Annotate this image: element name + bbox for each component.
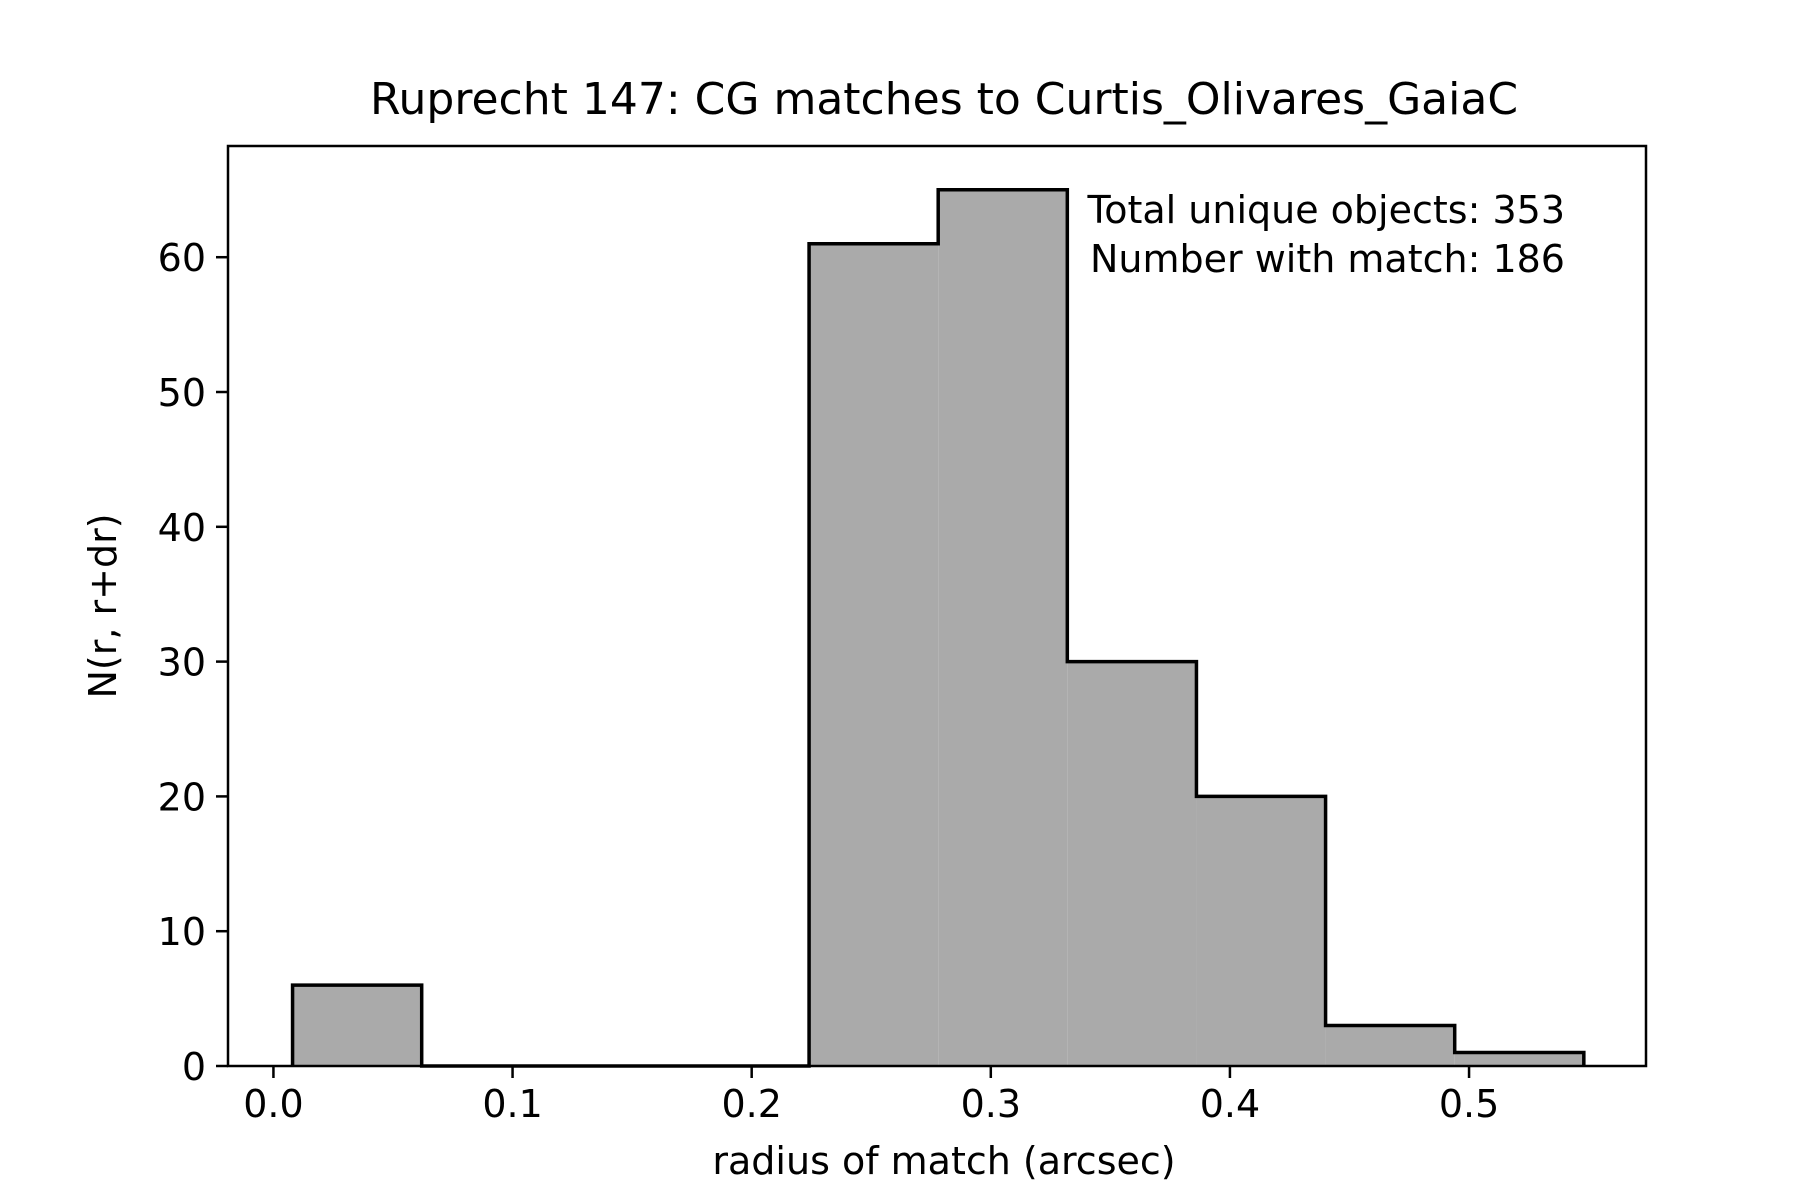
x-tick-label: 0.5: [1439, 1082, 1499, 1126]
y-axis-ticks: 0 10 20 30 40 50 60: [158, 236, 228, 1089]
x-tick-label: 0.1: [482, 1082, 542, 1126]
y-tick-label: 50: [158, 371, 206, 415]
y-tick-label: 40: [158, 506, 206, 550]
histogram-bar: [809, 243, 939, 1066]
y-tick-label: 0: [182, 1045, 206, 1089]
x-tick-label: 0.2: [721, 1082, 781, 1126]
y-tick-label: 60: [158, 236, 206, 280]
x-tick-label: 0.0: [243, 1082, 303, 1126]
y-tick-label: 20: [158, 775, 206, 819]
histogram-bar: [938, 189, 1068, 1067]
histogram-bar: [292, 985, 422, 1066]
y-tick-label: 30: [158, 641, 206, 685]
y-tick-label: 10: [158, 910, 206, 954]
histogram-bar: [1454, 1052, 1584, 1066]
x-tick-label: 0.4: [1200, 1082, 1260, 1126]
chart-title: Ruprecht 147: CG matches to Curtis_Oliva…: [370, 74, 1518, 125]
histogram-bar: [1196, 796, 1326, 1066]
axes-frame: [226, 144, 1648, 1068]
x-axis-label: radius of match (arcsec): [712, 1139, 1175, 1183]
y-axis-label: N(r, r+dr): [81, 513, 125, 698]
histogram-bars: [292, 189, 1584, 1067]
x-tick-label: 0.3: [961, 1082, 1021, 1126]
x-axis-ticks: 0.0 0.1 0.2 0.3 0.4 0.5: [243, 1066, 1499, 1126]
annotation-number-with-match: Number with match: 186: [1090, 237, 1565, 281]
histogram-bar: [1325, 1025, 1455, 1066]
annotation-total-objects: Total unique objects: 353: [1086, 188, 1565, 232]
histogram-bar: [1067, 661, 1197, 1066]
